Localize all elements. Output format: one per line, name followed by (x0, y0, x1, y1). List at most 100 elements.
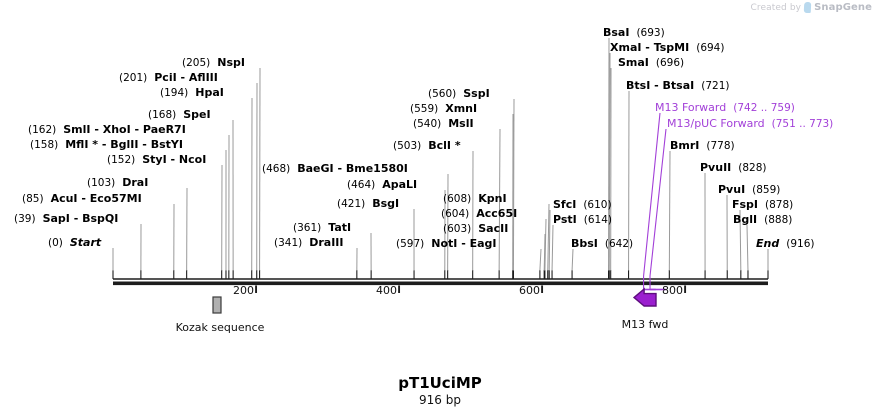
enzyme-label-sacii-603[interactable]: (603) SacII (443, 223, 508, 236)
feature-caption-m13-fwd: M13 fwd (621, 318, 669, 331)
enzyme-label-bbsi-642[interactable]: BbsI (642) (571, 238, 633, 251)
enzyme-label-btsi-721[interactable]: BtsI - BtsaI (721) (626, 79, 729, 93)
ruler-tick-mark (398, 285, 401, 293)
enzyme-label-end-916[interactable]: End (916) (756, 238, 815, 251)
site-position: (560) (428, 88, 457, 100)
site-enzyme-name: PciI (154, 71, 177, 84)
site-enzyme-name: MslI (448, 117, 474, 130)
enzyme-label-kpni-608[interactable]: (608) KpnI (443, 193, 507, 206)
enzyme-label-spei-168[interactable]: (168) SpeI (148, 108, 211, 122)
name-separator: - (176, 71, 189, 84)
site-position: (0) (48, 237, 63, 249)
site-enzyme-name: BsaI (603, 26, 630, 39)
enzyme-label-nspi-205[interactable]: (205) NspI (182, 56, 245, 70)
enzyme-label-noti-597[interactable]: (597) NotI - EagI (396, 238, 497, 251)
name-separator: - (90, 123, 103, 136)
enzyme-label-bsai-693[interactable]: BsaI (693) (603, 26, 665, 40)
site-enzyme-name: Eco57MI (89, 192, 142, 205)
primer-label-m13-puc-forward[interactable]: M13/pUC Forward (751 .. 773) (667, 118, 833, 131)
site-position: (696) (655, 57, 685, 69)
site-enzyme-name: PvuI (718, 183, 746, 196)
plasmid-size: 916 bp (419, 393, 461, 407)
primer-label-m13-forward[interactable]: M13 Forward (742 .. 759) (655, 102, 795, 115)
enzyme-label-fspi-878[interactable]: FspI (878) (732, 199, 793, 212)
site-position: (778) (706, 140, 735, 152)
site-position: (916) (786, 238, 815, 250)
enzyme-label-bcli-503[interactable]: (503) BclI * (393, 139, 461, 153)
site-enzyme-name: BtsI (626, 79, 651, 92)
site-position: (603) (443, 223, 472, 235)
name-separator: - (333, 162, 346, 175)
name-separator: - (166, 153, 179, 166)
site-position: (503) (393, 140, 422, 152)
enzyme-label-sapi-39[interactable]: (39) SapI - BspQI (14, 212, 118, 226)
enzyme-label-sfci-610[interactable]: SfcI (610) (553, 199, 612, 212)
enzyme-label-pvuii-828[interactable]: PvuII (828) (700, 162, 766, 175)
enzyme-label-bsgi-421[interactable]: (421) BsgI (337, 198, 399, 211)
name-separator: - (138, 138, 151, 151)
site-enzyme-name: NcoI (178, 153, 207, 166)
enzyme-label-sspi-560[interactable]: (560) SspI (428, 88, 490, 101)
ruler-tick-label-200: 200 (233, 284, 254, 297)
enzyme-label-baegi-468[interactable]: (468) BaeGI - Bme1580I (262, 162, 408, 176)
ruler-tick-mark (255, 285, 258, 293)
primer-range: (742 .. 759) (733, 102, 795, 114)
primer-leader-0 (643, 112, 661, 277)
site-enzyme-name: XhoI (102, 123, 131, 136)
enzyme-label-drai-103[interactable]: (103) DraI (87, 177, 148, 190)
site-position: (103) (87, 177, 116, 189)
name-separator: - (69, 212, 83, 225)
site-enzyme-name: BclI * (428, 139, 461, 152)
enzyme-label-pvui-859[interactable]: PvuI (859) (718, 183, 780, 197)
site-enzyme-name: XmnI (445, 102, 478, 115)
enzyme-label-mfli-158[interactable]: (158) MflI * - BglII - BstYI (30, 138, 183, 152)
site-enzyme-name: XmaI (610, 41, 642, 54)
enzyme-label-msli-540[interactable]: (540) MslI (413, 117, 474, 131)
site-enzyme-name: BmrI (670, 139, 700, 152)
enzyme-label-start-0[interactable]: (0) Start (48, 236, 102, 250)
enzyme-label-bgli-888[interactable]: BglI (888) (733, 214, 793, 227)
enzyme-label-styi-152[interactable]: (152) StyI - NcoI (107, 153, 207, 167)
ruler-tick-label-600: 600 (519, 284, 541, 297)
site-enzyme-name: SpeI (183, 108, 211, 121)
name-separator: - (98, 138, 111, 151)
site-enzyme-name: TspMI (653, 41, 690, 54)
enzyme-label-bmri-778[interactable]: BmrI (778) (670, 139, 735, 153)
site-enzyme-name: Start (69, 236, 102, 249)
watermark-prefix: Created by (750, 2, 802, 13)
plasmid-name: pT1UciMP (398, 374, 482, 392)
leader-line-878 (739, 209, 742, 271)
enzyme-label-hpai-194[interactable]: (194) HpaI (160, 87, 224, 100)
leader-line-614 (551, 224, 554, 271)
site-position: (559) (410, 103, 439, 115)
feature-box-kozak[interactable] (212, 296, 222, 314)
leader-line-778 (668, 150, 671, 271)
site-enzyme-name: NspI (217, 56, 245, 69)
enzyme-label-smai-696[interactable]: SmaI (696) (618, 57, 685, 70)
enzyme-label-psti-614[interactable]: PstI (614) (553, 214, 612, 227)
feature-arrow-m13-fwd[interactable] (632, 287, 657, 307)
enzyme-label-acc65i-604[interactable]: (604) Acc65I (441, 208, 517, 221)
enzyme-label-pcii-201[interactable]: (201) PciI - AflIII (119, 71, 218, 85)
site-position: (597) (396, 238, 425, 250)
enzyme-label-xmni-559[interactable]: (559) XmnI (410, 102, 478, 116)
enzyme-label-apali-464[interactable]: (464) ApaLI (347, 179, 417, 192)
site-enzyme-name: BtsaI (662, 79, 695, 92)
enzyme-label-smli-162[interactable]: (162) SmlI - XhoI - PaeR7I (28, 123, 186, 137)
leader-line-694 (608, 52, 611, 271)
feature-caption-kozak-sequence: Kozak sequence (175, 321, 265, 334)
site-enzyme-name: PaeR7I (142, 123, 186, 136)
enzyme-label-draiii-341[interactable]: (341) DraIII (274, 237, 344, 250)
site-position: (158) (30, 139, 59, 151)
enzyme-label-xmai-694[interactable]: XmaI - TspMI (694) (610, 41, 725, 55)
site-position: (205) (182, 57, 211, 69)
site-enzyme-name: MflI * (65, 138, 99, 151)
site-position: (694) (696, 42, 725, 54)
site-position: (888) (764, 214, 793, 226)
site-position: (85) (22, 193, 44, 205)
ruler-tick-mark (541, 285, 544, 293)
site-position: (468) (262, 163, 291, 175)
enzyme-label-tati-361[interactable]: (361) TatI (293, 222, 351, 235)
enzyme-label-acui-85[interactable]: (85) AcuI - Eco57MI (22, 192, 142, 206)
